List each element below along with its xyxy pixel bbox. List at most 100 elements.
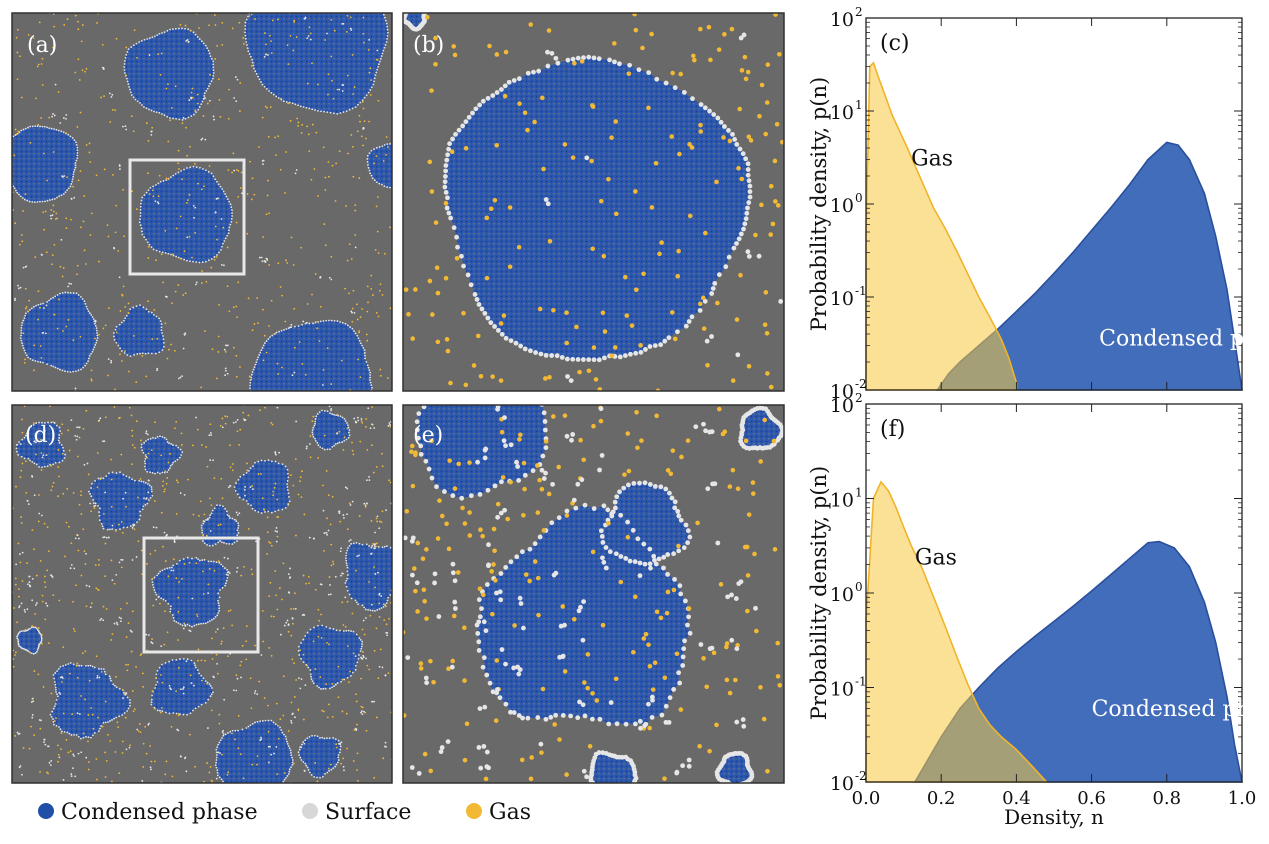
- gas-particle: [376, 520, 379, 523]
- gas-particle: [145, 752, 148, 755]
- gas-particle: [372, 471, 375, 474]
- gas-particle: [383, 252, 386, 255]
- surface-particle: [94, 325, 97, 327]
- surface-particle: [327, 529, 330, 532]
- surface-particle: [313, 537, 316, 540]
- surface-particle: [346, 577, 349, 580]
- gas-particle: [463, 382, 469, 388]
- surface-particle: [203, 558, 206, 561]
- surface-particle: [256, 720, 259, 723]
- surface-particle: [270, 460, 273, 463]
- gas-particle: [609, 353, 615, 359]
- surface-particle: [329, 448, 331, 451]
- surface-particle: [195, 283, 197, 286]
- surface-particle: [162, 345, 165, 348]
- surface-particle: [20, 339, 23, 342]
- gas-particle: [194, 109, 197, 112]
- gas-particle: [377, 315, 380, 318]
- gas-particle: [377, 677, 380, 680]
- gas-particle: [240, 660, 243, 663]
- gas-particle: [332, 560, 334, 563]
- surface-particle: [480, 664, 486, 670]
- gas-particle: [261, 308, 264, 311]
- surface-particle: [545, 49, 550, 55]
- gas-particle: [33, 548, 35, 551]
- surface-particle: [109, 677, 112, 680]
- panel-label-d: (d): [25, 423, 56, 448]
- surface-particle: [3, 172, 5, 174]
- surface-particle: [316, 685, 319, 687]
- gas-particle: [170, 106, 173, 109]
- gas-particle: [226, 246, 229, 249]
- surface-particle: [350, 630, 352, 633]
- surface-particle: [50, 217, 53, 220]
- gas-particle: [654, 413, 659, 419]
- gas-particle: [647, 663, 653, 669]
- gas-particle: [455, 570, 461, 575]
- gas-particle: [16, 621, 18, 624]
- surface-particle: [377, 546, 380, 548]
- gas-particle: [446, 546, 452, 552]
- surface-particle: [358, 554, 360, 557]
- gas-particle: [203, 185, 205, 188]
- surface-particle: [290, 754, 293, 757]
- gas-particle: [701, 656, 706, 661]
- surface-particle: [291, 764, 294, 766]
- surface-particle: [76, 712, 79, 715]
- surface-particle: [539, 467, 545, 473]
- surface-particle: [164, 599, 167, 602]
- gas-particle: [301, 123, 304, 126]
- gas-particle: [464, 721, 470, 727]
- surface-particle: [28, 200, 31, 203]
- condensed-cluster: [250, 320, 372, 391]
- gas-particle: [322, 710, 325, 713]
- surface-particle: [167, 468, 170, 471]
- surface-particle: [122, 473, 125, 476]
- surface-particle: [28, 585, 31, 587]
- gas-particle: [368, 71, 371, 74]
- surface-particle: [49, 713, 52, 716]
- surface-particle: [312, 322, 314, 325]
- surface-particle: [144, 481, 147, 484]
- gas-particle: [37, 673, 40, 676]
- surface-particle: [34, 626, 37, 629]
- surface-particle: [217, 612, 220, 614]
- gas-particle: [346, 747, 348, 750]
- surface-particle: [658, 484, 664, 490]
- surface-particle: [195, 166, 198, 169]
- gas-particle: [743, 76, 749, 82]
- surface-particle: [373, 427, 376, 429]
- gas-particle: [131, 690, 134, 692]
- gas-particle: [353, 86, 356, 88]
- gas-particle: [300, 496, 303, 499]
- gas-particle: [109, 740, 112, 742]
- surface-particle: [150, 486, 153, 488]
- surface-particle: [311, 680, 314, 683]
- surface-particle: [490, 93, 496, 98]
- gas-particle: [540, 686, 546, 692]
- surface-particle: [94, 322, 96, 325]
- surface-particle: [263, 55, 266, 58]
- surface-particle: [17, 453, 20, 456]
- surface-particle: [559, 354, 565, 360]
- gas-particle: [413, 287, 418, 292]
- surface-particle: [480, 98, 486, 104]
- surface-particle: [207, 49, 210, 52]
- surface-particle: [267, 338, 270, 340]
- surface-particle: [50, 421, 53, 424]
- surface-particle: [237, 527, 240, 529]
- gas-particle: [147, 452, 150, 455]
- gas-particle: [373, 776, 376, 779]
- surface-particle: [663, 80, 669, 86]
- surface-particle: [339, 550, 342, 553]
- surface-particle: [228, 229, 230, 232]
- surface-particle: [503, 443, 508, 449]
- gas-particle: [195, 562, 198, 565]
- surface-particle: [237, 532, 240, 534]
- gas-particle: [129, 744, 131, 747]
- surface-particle: [219, 739, 222, 742]
- surface-particle: [254, 509, 257, 512]
- gas-particle: [670, 70, 675, 76]
- panel-label-b: (b): [413, 33, 444, 58]
- gas-particle: [135, 420, 138, 423]
